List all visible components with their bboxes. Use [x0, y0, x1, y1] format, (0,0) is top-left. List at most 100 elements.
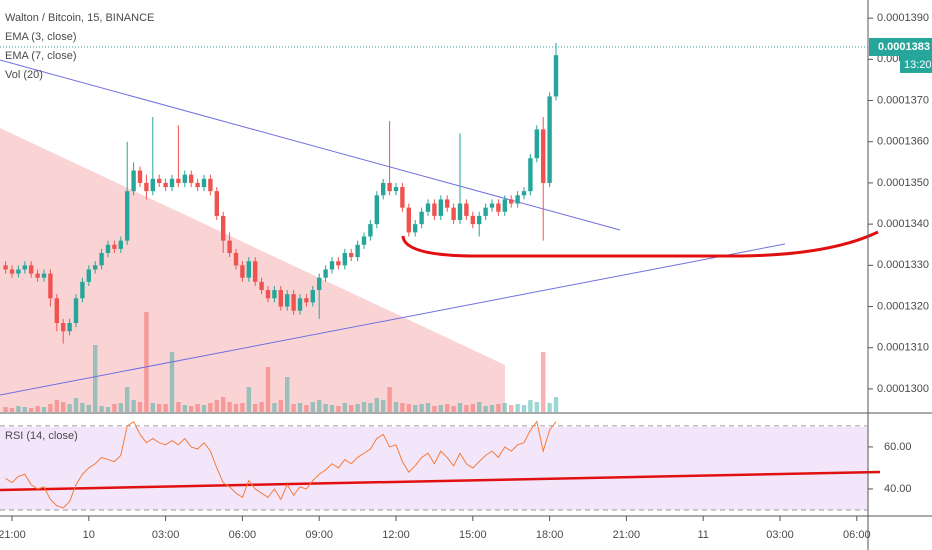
candle-body: [221, 215, 226, 241]
volume-bar: [246, 387, 251, 412]
candle-body: [297, 298, 303, 311]
x-tick-label: 03:00: [766, 529, 794, 541]
candle-body: [80, 281, 85, 299]
volume-bar: [259, 402, 264, 412]
candle-body: [99, 252, 104, 266]
support-curve: [401, 230, 879, 258]
volume-bar: [195, 404, 200, 412]
volume-bar: [189, 406, 194, 412]
candle-body: [22, 265, 27, 270]
volume-bar: [16, 406, 21, 412]
volume-bar: [67, 404, 72, 412]
candle-body: [361, 236, 367, 245]
candle-body: [67, 323, 72, 332]
candle-body: [93, 265, 98, 270]
candle-body: [515, 195, 520, 204]
candle-body: [400, 187, 405, 208]
candle-body: [323, 269, 328, 278]
volume-bar: [3, 407, 8, 412]
candle-body: [233, 252, 239, 266]
volume-bar: [425, 403, 431, 412]
candle-body: [73, 298, 79, 324]
candle-body: [534, 129, 539, 159]
volume-bar: [176, 402, 181, 412]
last-price-label: 0.0001383: [878, 41, 930, 53]
trend-line: [0, 243, 786, 396]
volume-bar: [470, 404, 475, 412]
volume-bar: [310, 402, 315, 412]
volume-bar: [547, 403, 552, 412]
candle-body: [246, 261, 251, 278]
volume-bar: [54, 400, 59, 412]
candle-body: [528, 158, 533, 192]
volume-bar: [336, 406, 341, 412]
volume-bar: [406, 404, 411, 412]
x-tick-label: 18:00: [536, 529, 564, 541]
candle-body: [3, 265, 8, 270]
y-tick-label: 60.00: [884, 441, 912, 453]
volume-bar: [368, 403, 373, 412]
candle-body: [16, 269, 21, 274]
candle-body: [457, 203, 463, 221]
candle-body: [86, 269, 91, 282]
volume-bar: [9, 408, 15, 412]
volume-bar: [144, 312, 149, 412]
volume-bar: [457, 403, 463, 412]
volume-bar: [272, 403, 277, 412]
volume-bar: [125, 387, 130, 412]
volume-bar: [323, 404, 328, 412]
candle-body: [406, 207, 411, 233]
candle-body: [342, 252, 347, 266]
volume-bar: [355, 404, 360, 412]
y-tick-label: 0.0001360: [877, 136, 929, 148]
candle-body: [381, 182, 386, 196]
x-tick-label: 10: [83, 529, 95, 541]
candle-body: [425, 203, 431, 212]
y-tick-label: 0.0001390: [877, 12, 929, 24]
volume-bar: [150, 403, 155, 412]
volume-bar: [93, 345, 98, 412]
candle-body: [214, 191, 219, 216]
candle-body: [169, 178, 175, 188]
candle-body: [304, 298, 309, 303]
volume-bar: [496, 404, 501, 412]
volume-bar: [61, 402, 66, 412]
candle-body: [54, 298, 59, 324]
candle-body: [419, 211, 424, 225]
candle-body: [483, 207, 488, 216]
candle-body: [413, 224, 418, 233]
chart-title: Walton / Bitcoin, 15, BINANCE: [5, 12, 154, 24]
rsi-band: [0, 427, 868, 510]
y-tick-label: 0.0001370: [877, 94, 929, 106]
volume-bar: [227, 402, 232, 412]
candle-body: [541, 129, 546, 183]
volume-bar: [502, 403, 507, 412]
volume-bar: [169, 352, 175, 412]
candle-body: [310, 290, 315, 303]
x-tick-label: 06:00: [229, 529, 257, 541]
y-tick-label: 0.0001320: [877, 300, 929, 312]
volume-bar: [477, 402, 482, 412]
volume-bar: [349, 405, 354, 412]
volume-bar: [342, 403, 347, 412]
x-tick-label: 21:00: [0, 529, 26, 541]
volume-layer: [3, 312, 559, 412]
volume-bar: [157, 404, 162, 412]
rsi-title: RSI (14, close): [5, 430, 78, 442]
candle-body: [125, 191, 130, 241]
candle-body: [445, 199, 450, 208]
rsi-line: [5, 420, 557, 509]
volume-bar: [483, 406, 488, 412]
candle-body: [368, 224, 373, 237]
candle-body: [451, 207, 456, 221]
volume-bar: [374, 398, 379, 412]
volume-bar: [80, 403, 85, 412]
volume-bar: [329, 405, 335, 412]
candle-body: [496, 203, 501, 212]
volume-bar: [432, 406, 437, 412]
indicator-label: EMA (7, close): [5, 50, 77, 62]
volume-bar: [233, 404, 239, 412]
candle-body: [29, 265, 34, 274]
volume-bar: [291, 404, 296, 412]
volume-bar: [400, 403, 405, 412]
